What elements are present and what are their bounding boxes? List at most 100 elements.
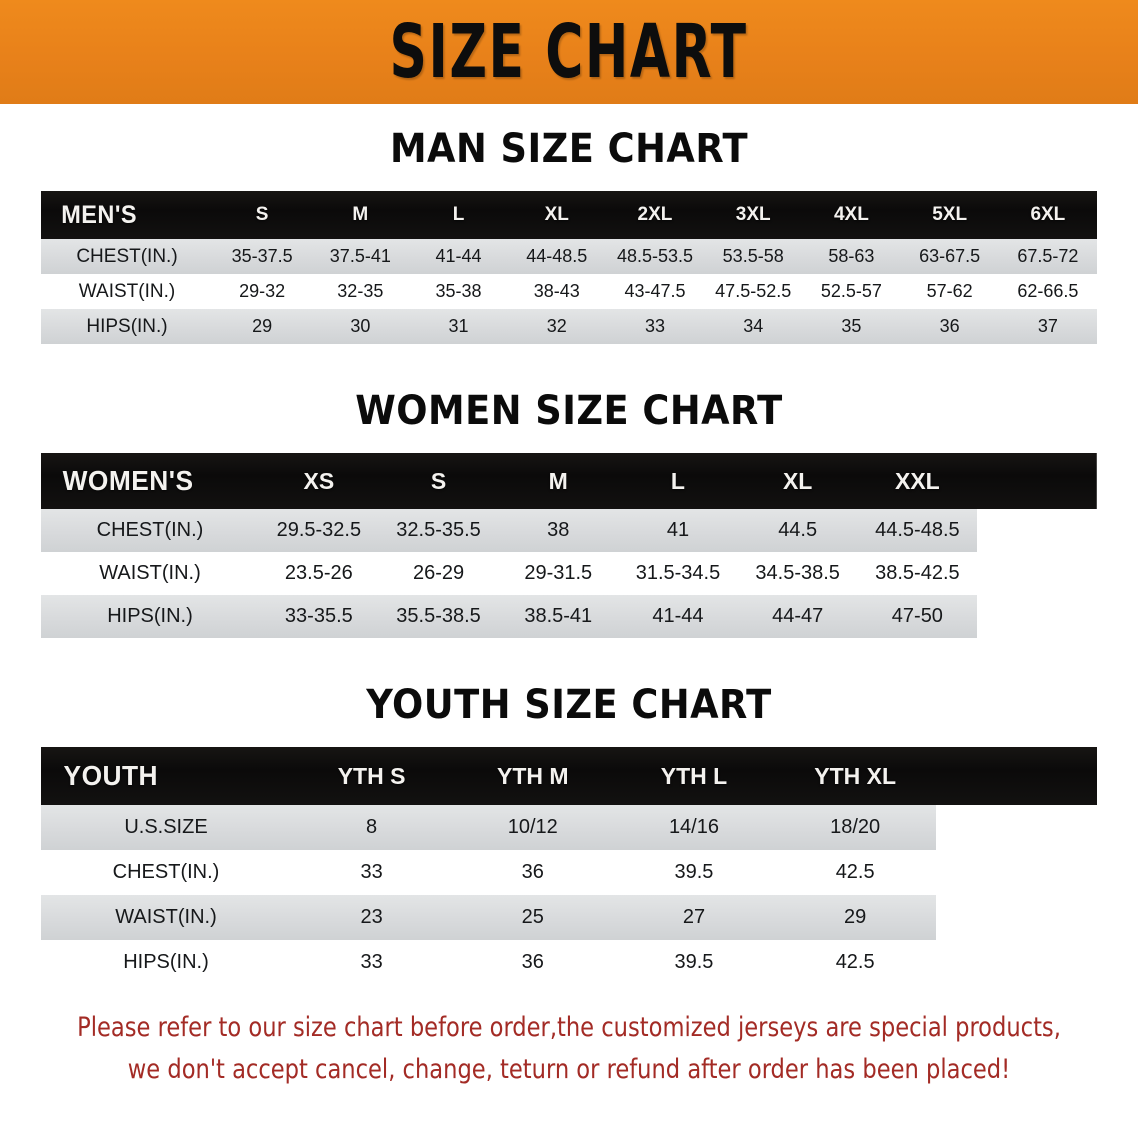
women-cell-1-4: 34.5-38.5 (737, 552, 858, 595)
men-row-label-0: CHEST(IN.) (41, 239, 213, 274)
men-cell-2-6: 35 (802, 309, 901, 344)
women-row-spacer (977, 595, 1097, 638)
men-cell-1-0: 29-32 (213, 274, 312, 309)
table-row: HIPS(IN.) 29 30 31 32 33 34 35 36 37 (41, 309, 1097, 344)
women-cell-1-1: 26-29 (378, 552, 499, 595)
women-cell-1-0: 23.5-26 (259, 552, 379, 595)
women-row-label-1: WAIST(IN.) (41, 552, 259, 595)
men-col-header-8: 6XL (1030, 204, 1066, 225)
men-cell-1-3: 38-43 (507, 274, 606, 309)
disclaimer-line-1: Please refer to our size chart before or… (77, 1012, 1061, 1043)
men-cell-2-2: 31 (409, 309, 508, 344)
youth-col-header-0: YTH S (337, 762, 406, 789)
men-cell-2-4: 33 (605, 309, 705, 344)
women-col-header-4: XL (782, 467, 813, 494)
youth-cell-0-1: 10/12 (452, 805, 614, 850)
table-row: U.S.SIZE 8 10/12 14/16 18/20 (41, 805, 1097, 850)
women-cell-0-5: 44.5-48.5 (857, 509, 978, 552)
youth-row-spacer (936, 895, 1097, 940)
page-banner: SIZE CHART (0, 0, 1138, 104)
table-row: CHEST(IN.) 29.5-32.5 32.5-35.5 38 41 44.… (41, 509, 1097, 552)
women-corner-label: WOMEN'S (62, 465, 194, 496)
women-section-title: WOMEN SIZE CHART (355, 388, 783, 434)
women-cell-1-3: 31.5-34.5 (618, 552, 738, 595)
men-corner-label: MEN'S (61, 200, 138, 229)
men-table-body: CHEST(IN.) 35-37.5 37.5-41 41-44 44-48.5… (41, 239, 1097, 344)
youth-cell-1-1: 36 (452, 850, 614, 895)
youth-row-label-1: CHEST(IN.) (41, 850, 291, 895)
disclaimer-text: Please refer to our size chart before or… (59, 1007, 1078, 1091)
youth-cell-2-3: 29 (774, 895, 936, 940)
youth-cell-1-0: 33 (291, 850, 453, 895)
women-header-spacer (977, 453, 1097, 509)
women-table-head: WOMEN'S XS S M L XL XXL (41, 453, 1097, 509)
women-col-header-5: XXL (895, 467, 940, 494)
disclaimer-line-2: we don't accept cancel, change, teturn o… (127, 1053, 1011, 1085)
men-cell-0-7: 63-67.5 (900, 239, 999, 274)
men-cell-2-8: 37 (998, 309, 1097, 344)
men-cell-0-6: 58-63 (802, 239, 901, 274)
youth-cell-1-3: 42.5 (774, 850, 936, 895)
men-cell-1-7: 57-62 (900, 274, 999, 309)
men-cell-0-1: 37.5-41 (311, 239, 410, 274)
youth-section-title: YOUTH SIZE CHART (366, 682, 772, 728)
youth-cell-0-3: 18/20 (774, 805, 936, 850)
women-header-row: WOMEN'S XS S M L XL XXL (41, 453, 1097, 509)
youth-corner-label: YOUTH (63, 760, 159, 791)
men-col-header-1: M (352, 204, 369, 225)
men-table-head: MEN'S S M L XL 2XL 3XL 4XL 5XL 6XL (41, 191, 1097, 239)
table-row: CHEST(IN.) 33 36 39.5 42.5 (41, 850, 1097, 895)
women-table-body: CHEST(IN.) 29.5-32.5 32.5-35.5 38 41 44.… (41, 509, 1097, 638)
women-row-spacer (977, 552, 1097, 595)
youth-col-header-1: YTH M (497, 762, 569, 789)
youth-col-header-2: YTH L (660, 762, 728, 789)
youth-size-table: YOUTH YTH S YTH M YTH L YTH XL U.S.SIZE … (41, 747, 1097, 985)
men-cell-1-2: 35-38 (409, 274, 508, 309)
men-row-label-1: WAIST(IN.) (41, 274, 213, 309)
men-header-row: MEN'S S M L XL 2XL 3XL 4XL 5XL 6XL (41, 191, 1097, 239)
table-row: WAIST(IN.) 29-32 32-35 35-38 38-43 43-47… (41, 274, 1097, 309)
men-row-label-2: HIPS(IN.) (41, 309, 213, 344)
youth-table-body: U.S.SIZE 8 10/12 14/16 18/20 CHEST(IN.) … (41, 805, 1097, 985)
women-cell-2-1: 35.5-38.5 (378, 595, 499, 638)
women-size-table: WOMEN'S XS S M L XL XXL CHEST(IN.) 29.5-… (41, 453, 1097, 638)
women-cell-0-2: 38 (498, 509, 619, 552)
youth-row-label-2: WAIST(IN.) (41, 895, 291, 940)
men-size-table: MEN'S S M L XL 2XL 3XL 4XL 5XL 6XL CHEST… (41, 191, 1097, 344)
men-cell-2-0: 29 (213, 309, 312, 344)
youth-col-header-3: YTH XL (814, 762, 897, 789)
men-cell-1-4: 43-47.5 (605, 274, 705, 309)
youth-row-spacer (936, 850, 1097, 895)
youth-cell-3-3: 42.5 (774, 940, 936, 985)
youth-cell-3-0: 33 (291, 940, 453, 985)
women-cell-1-2: 29-31.5 (498, 552, 619, 595)
youth-cell-2-1: 25 (452, 895, 614, 940)
women-cell-2-2: 38.5-41 (498, 595, 619, 638)
youth-header-row: YOUTH YTH S YTH M YTH L YTH XL (41, 747, 1097, 805)
women-col-header-2: M (548, 467, 568, 494)
men-cell-0-2: 41-44 (409, 239, 508, 274)
men-col-header-7: 5XL (932, 204, 968, 225)
youth-cell-3-1: 36 (452, 940, 614, 985)
women-cell-0-4: 44.5 (737, 509, 858, 552)
youth-row-spacer (936, 805, 1097, 850)
men-cell-2-7: 36 (900, 309, 999, 344)
youth-header-spacer (936, 747, 1097, 805)
men-cell-0-4: 48.5-53.5 (605, 239, 705, 274)
women-row-label-2: HIPS(IN.) (41, 595, 259, 638)
women-cell-0-3: 41 (618, 509, 738, 552)
men-col-header-4: 2XL (637, 204, 673, 225)
youth-cell-3-2: 39.5 (613, 940, 775, 985)
men-col-header-6: 4XL (833, 204, 869, 225)
youth-cell-2-2: 27 (613, 895, 775, 940)
men-cell-1-8: 62-66.5 (998, 274, 1097, 309)
women-col-header-3: L (670, 467, 685, 494)
table-row: HIPS(IN.) 33 36 39.5 42.5 (41, 940, 1097, 985)
youth-row-label-0: U.S.SIZE (41, 805, 291, 850)
man-section-title: MAN SIZE CHART (389, 126, 749, 172)
page-title: SIZE CHART (389, 9, 749, 95)
youth-cell-1-2: 39.5 (613, 850, 775, 895)
women-row-spacer (977, 509, 1097, 552)
women-cell-2-0: 33-35.5 (259, 595, 379, 638)
men-cell-0-8: 67.5-72 (998, 239, 1097, 274)
